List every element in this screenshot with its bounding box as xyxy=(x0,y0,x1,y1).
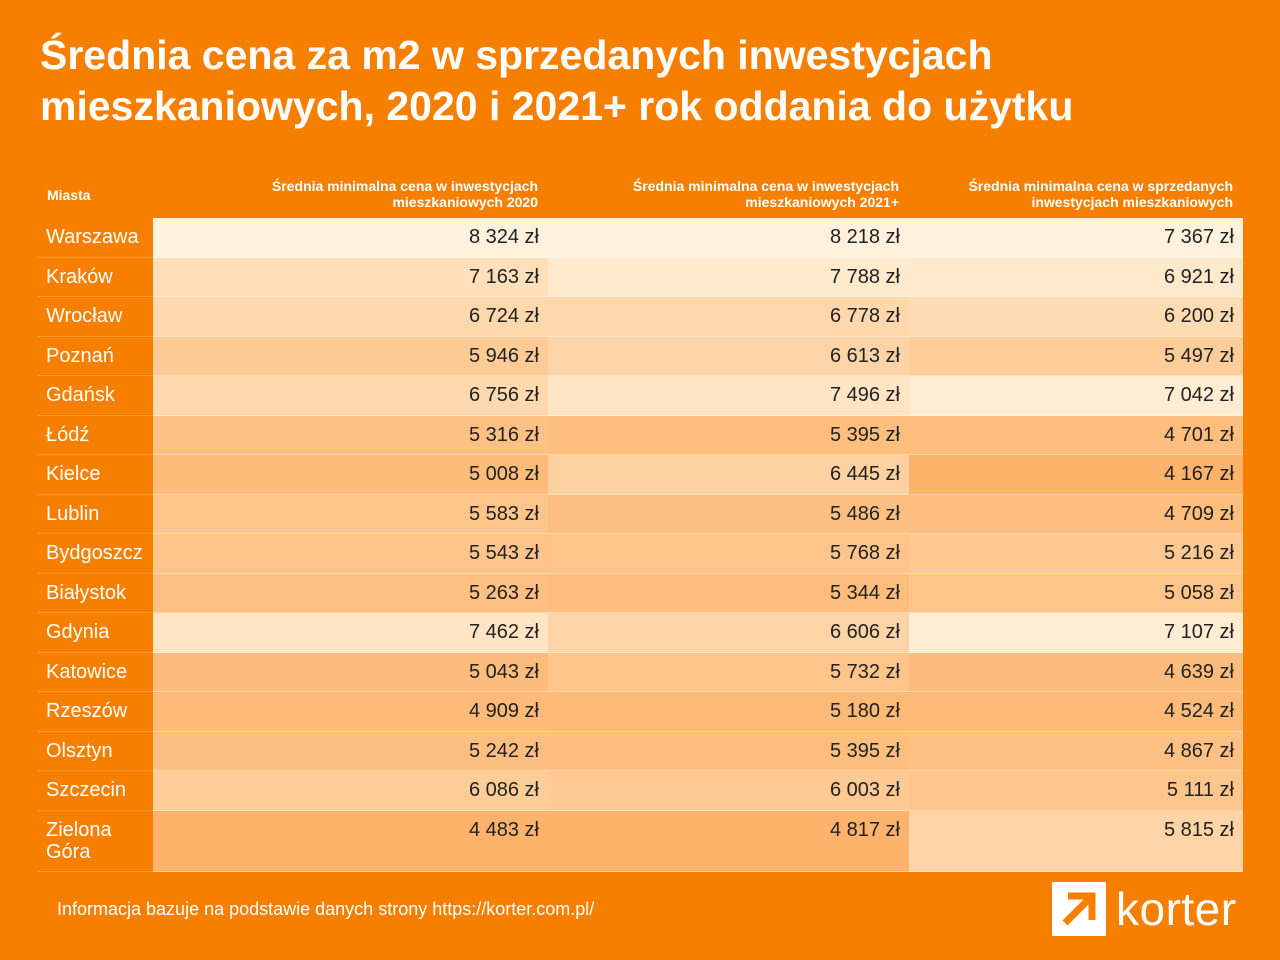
price-cell: 6 086 zł xyxy=(153,771,548,811)
price-cell: 5 043 zł xyxy=(153,652,548,692)
price-cell: 7 042 zł xyxy=(909,376,1243,416)
price-cell: 6 724 zł xyxy=(153,297,548,337)
price-cell: 6 756 zł xyxy=(153,376,548,416)
price-cell: 6 445 zł xyxy=(548,455,909,495)
price-cell: 5 395 zł xyxy=(548,731,909,771)
price-table: Miasta Średnia minimalna cena w inwestycj… xyxy=(37,172,1243,872)
price-cell: 7 163 zł xyxy=(153,257,548,297)
price-cell: 8 218 zł xyxy=(548,218,909,258)
header-city: Miasta xyxy=(47,187,91,203)
row-city-label: Kielce xyxy=(37,455,153,495)
price-cell: 4 167 zł xyxy=(909,455,1243,495)
header-col-2: Średnia minimalna cena w inwestycjach mi… xyxy=(632,178,899,210)
price-cell: 5 543 zł xyxy=(153,534,548,574)
price-cell: 5 242 zł xyxy=(153,731,548,771)
price-cell: 4 483 zł xyxy=(153,810,548,872)
price-cell: 7 788 zł xyxy=(548,257,909,297)
row-city-label: Bydgoszcz xyxy=(37,534,153,574)
price-cell: 4 701 zł xyxy=(909,415,1243,455)
header-col-1: Średnia minimalna cena w inwestycjach mi… xyxy=(271,178,538,210)
price-cell: 5 497 zł xyxy=(909,336,1243,376)
price-cell: 5 583 zł xyxy=(153,494,548,534)
row-city-label: Poznań xyxy=(37,337,153,376)
row-city-label: Szczecin xyxy=(37,771,153,811)
price-cell: 5 344 zł xyxy=(548,573,909,613)
source-note: Informacja bazuje na podstawie danych st… xyxy=(57,899,595,919)
logo-text: korter xyxy=(1116,883,1237,935)
row-city-label: Wrocław xyxy=(37,297,153,337)
price-cell: 6 778 zł xyxy=(548,297,909,337)
price-cell: 4 524 zł xyxy=(909,692,1243,732)
row-city-label: Lublin xyxy=(37,495,153,534)
korter-logo: korter xyxy=(1052,882,1237,936)
price-cell: 8 324 zł xyxy=(153,218,548,258)
header-col-3: Średnia minimalna cena w sprzedanych inw… xyxy=(968,178,1233,210)
price-cell: 5 008 zł xyxy=(153,455,548,495)
title-line-1: Średnia cena za m2 w sprzedanych inwesty… xyxy=(40,32,993,78)
price-cell: 6 003 zł xyxy=(548,771,909,811)
price-cell: 7 496 zł xyxy=(548,376,909,416)
price-cell: 7 462 zł xyxy=(153,613,548,653)
title-line-2: mieszkaniowych, 2020 i 2021+ rok oddania… xyxy=(40,83,1074,129)
row-city-label: Łódź xyxy=(37,416,153,455)
row-city-label: Rzeszów xyxy=(37,692,153,732)
price-cell: 6 606 zł xyxy=(548,613,909,653)
price-cell: 5 815 zł xyxy=(909,810,1243,872)
price-cell: 5 180 zł xyxy=(548,692,909,732)
price-cell: 4 817 zł xyxy=(548,810,909,872)
row-city-label: Gdańsk xyxy=(37,376,153,416)
price-cell: 4 709 zł xyxy=(909,494,1243,534)
price-cell: 5 111 zł xyxy=(909,771,1243,811)
price-cell: 5 058 zł xyxy=(909,573,1243,613)
price-cell: 5 316 zł xyxy=(153,415,548,455)
price-cell: 7 367 zł xyxy=(909,218,1243,258)
price-cell: 6 200 zł xyxy=(909,297,1243,337)
price-cell: 5 946 zł xyxy=(153,336,548,376)
row-city-label: Zielona Góra xyxy=(37,811,153,872)
row-city-label: Katowice xyxy=(37,653,153,692)
price-cell: 6 613 zł xyxy=(548,336,909,376)
price-cell: 6 921 zł xyxy=(909,257,1243,297)
price-cell: 4 867 zł xyxy=(909,731,1243,771)
arrow-up-right-icon xyxy=(1052,882,1106,936)
price-cell: 5 395 zł xyxy=(548,415,909,455)
row-city-label: Olsztyn xyxy=(37,732,153,771)
price-cell: 4 909 zł xyxy=(153,692,548,732)
row-city-label: Gdynia xyxy=(37,613,153,653)
price-cell: 5 732 zł xyxy=(548,652,909,692)
price-cell: 5 216 zł xyxy=(909,534,1243,574)
price-cell: 5 768 zł xyxy=(548,534,909,574)
page-title: Średnia cena za m2 w sprzedanych inwesty… xyxy=(40,30,1240,132)
row-city-label: Warszawa xyxy=(37,218,153,258)
price-cell: 5 486 zł xyxy=(548,494,909,534)
price-cell: 7 107 zł xyxy=(909,613,1243,653)
row-city-label: Białystok xyxy=(37,574,153,613)
price-cell: 4 639 zł xyxy=(909,652,1243,692)
price-cell: 5 263 zł xyxy=(153,573,548,613)
row-city-label: Kraków xyxy=(37,258,153,297)
